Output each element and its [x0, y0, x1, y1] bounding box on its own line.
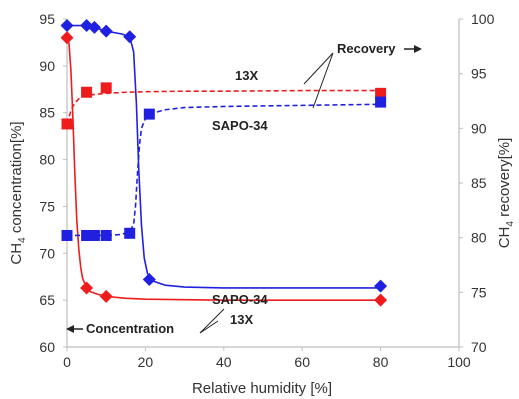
- left-y-tick-label: 95: [39, 11, 55, 27]
- recovery-arrow-head: [414, 45, 422, 53]
- series-line-sapo-34-recovery: [67, 103, 381, 237]
- x-tick-label: 80: [373, 354, 389, 370]
- data-point-13x-concentration: [374, 293, 388, 307]
- recovery-leader-sapo: [312, 52, 334, 109]
- x-tick-label: 60: [294, 354, 310, 370]
- left-y-tick-label: 75: [39, 198, 55, 214]
- annotation-sapo-recovery: SAPO-34: [212, 118, 268, 133]
- left-y-tick-label: 85: [39, 105, 55, 121]
- x-axis-title: Relative humidity [%]: [192, 380, 332, 397]
- annotation-13x-recovery: 13X: [235, 68, 258, 83]
- left-y-tick-label: 60: [39, 339, 55, 355]
- series-line-13x-concentration: [66, 37, 381, 301]
- data-point-sapo-34-concentration: [87, 20, 101, 34]
- x-tick-label: 0: [63, 354, 71, 370]
- x-tick-label: 100: [447, 354, 471, 370]
- data-point-sapo-34-concentration: [60, 19, 74, 33]
- left-y-tick-labels: 60 65 70 75 80 85 90 95: [39, 11, 67, 355]
- right-y-tick-label: 70: [471, 339, 487, 355]
- data-point-13x-recovery: [375, 87, 387, 99]
- data-point-sapo-34-recovery: [88, 229, 100, 241]
- right-y-axis-title: CH4 recovery[%]: [496, 138, 516, 249]
- concentration-leader-a: [199, 308, 225, 334]
- data-point-sapo-34-recovery: [143, 108, 155, 120]
- data-point-sapo-34-concentration: [99, 24, 113, 38]
- x-tick-labels: 0 20 40 60 80 100: [63, 347, 471, 370]
- series-markers: [60, 19, 388, 307]
- series-line-sapo-34-concentration: [67, 24, 381, 289]
- left-y-axis-title: CH4 concentration[%]: [8, 121, 28, 264]
- annotation-sapo-concentration: SAPO-34: [212, 292, 268, 307]
- left-y-tick-label: 65: [39, 292, 55, 308]
- data-point-13x-concentration: [60, 31, 74, 45]
- data-point-sapo-34-concentration: [123, 30, 137, 44]
- data-point-13x-recovery: [100, 82, 112, 94]
- data-point-sapo-34-recovery: [100, 229, 112, 241]
- data-point-13x-recovery: [81, 86, 93, 98]
- left-y-tick-label: 80: [39, 152, 55, 168]
- annotation-concentration: Concentration: [86, 321, 174, 336]
- data-point-sapo-34-concentration: [80, 19, 94, 33]
- data-point-13x-concentration: [99, 289, 113, 303]
- data-point-sapo-34-recovery: [61, 229, 73, 241]
- right-y-tick-labels: 70 75 80 85 90 95 100: [459, 11, 495, 355]
- right-y-tick-label: 85: [471, 175, 487, 191]
- recovery-leader-13x: [303, 52, 334, 85]
- series-curves: [66, 24, 381, 301]
- data-point-13x-recovery: [61, 118, 73, 130]
- x-tick-label: 40: [216, 354, 232, 370]
- right-y-tick-label: 90: [471, 120, 487, 136]
- data-point-sapo-34-recovery: [124, 227, 136, 239]
- data-point-sapo-34-concentration: [142, 273, 156, 287]
- concentration-leader-b: [199, 320, 219, 334]
- concentration-arrow-head: [66, 325, 74, 333]
- right-y-tick-label: 80: [471, 230, 487, 246]
- left-y-tick-label: 70: [39, 245, 55, 261]
- right-y-tick-label: 100: [471, 11, 495, 27]
- left-y-tick-label: 90: [39, 58, 55, 74]
- annotations: Recovery 13X SAPO-34 SAPO-34 Concentrati…: [66, 41, 422, 336]
- data-point-sapo-34-recovery: [81, 229, 93, 241]
- annotation-recovery: Recovery: [337, 41, 396, 56]
- right-y-tick-label: 75: [471, 284, 487, 300]
- x-tick-label: 20: [138, 354, 154, 370]
- data-point-13x-concentration: [80, 281, 94, 295]
- annotation-13x-concentration: 13X: [230, 312, 253, 327]
- right-y-tick-label: 95: [471, 66, 487, 82]
- data-point-sapo-34-concentration: [374, 279, 388, 293]
- data-point-sapo-34-recovery: [375, 96, 387, 108]
